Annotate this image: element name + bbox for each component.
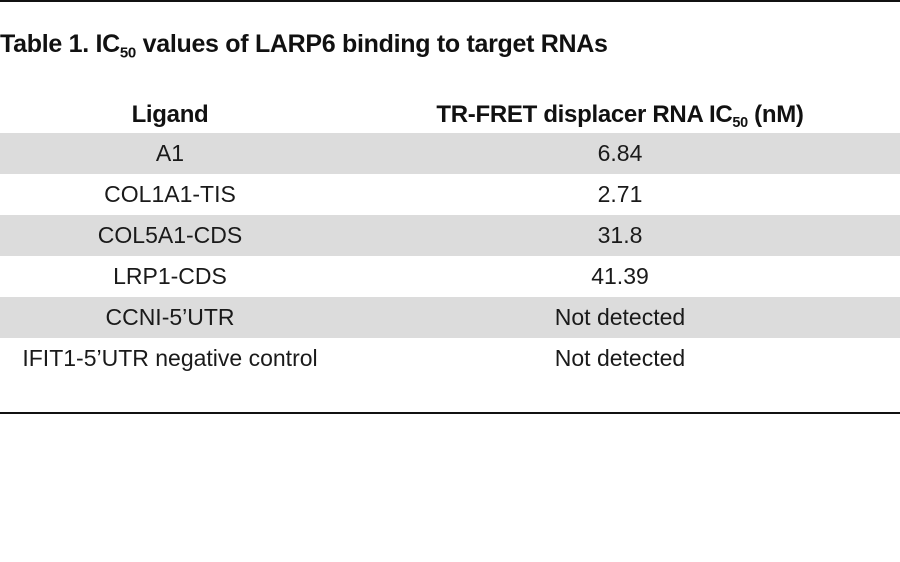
- top-rule: [0, 0, 900, 2]
- header-ic50-suffix: (nM): [747, 100, 804, 128]
- table-header-row: Ligand TR-FRET displacer RNA IC50 (nM): [0, 96, 900, 133]
- ic50-cell: 31.8: [597, 222, 643, 248]
- table-row: A1 6.84: [0, 133, 900, 174]
- table-row: COL5A1-CDS 31.8: [0, 215, 900, 256]
- ic50-cell: 6.84: [597, 140, 643, 166]
- header-ic50: TR-FRET displacer RNA IC50 (nM): [340, 100, 900, 131]
- header-ic50-subscript: 50: [732, 114, 748, 131]
- results-table: Ligand TR-FRET displacer RNA IC50 (nM) A…: [0, 96, 900, 379]
- ligand-cell: LRP1-CDS: [113, 263, 227, 289]
- ic50-cell: Not detected: [554, 304, 686, 330]
- ligand-cell: A1: [155, 140, 185, 166]
- table-row: COL1A1-TIS 2.71: [0, 174, 900, 215]
- ligand-cell: CCNI-5’UTR: [105, 304, 235, 330]
- ic50-cell: Not detected: [554, 345, 686, 371]
- ic50-cell: 2.71: [597, 181, 643, 207]
- title-subscript: 50: [119, 44, 136, 62]
- header-ic50-prefix: TR-FRET displacer RNA IC: [436, 100, 733, 128]
- ligand-cell: IFIT1-5’UTR negative control: [22, 345, 318, 371]
- ligand-cell: COL5A1-CDS: [97, 222, 243, 248]
- title-prefix: Table 1. IC: [0, 30, 120, 58]
- table-row: IFIT1-5’UTR negative control Not detecte…: [0, 338, 900, 379]
- table-row: CCNI-5’UTR Not detected: [0, 297, 900, 338]
- table-row: LRP1-CDS 41.39: [0, 256, 900, 297]
- header-ligand: Ligand: [131, 100, 209, 128]
- table-title: Table 1. IC50 values of LARP6 binding to…: [0, 30, 608, 62]
- ic50-cell: 41.39: [591, 263, 649, 289]
- title-suffix: values of LARP6 binding to target RNAs: [135, 30, 608, 58]
- ligand-cell: COL1A1-TIS: [104, 181, 236, 207]
- bottom-rule: [0, 412, 900, 414]
